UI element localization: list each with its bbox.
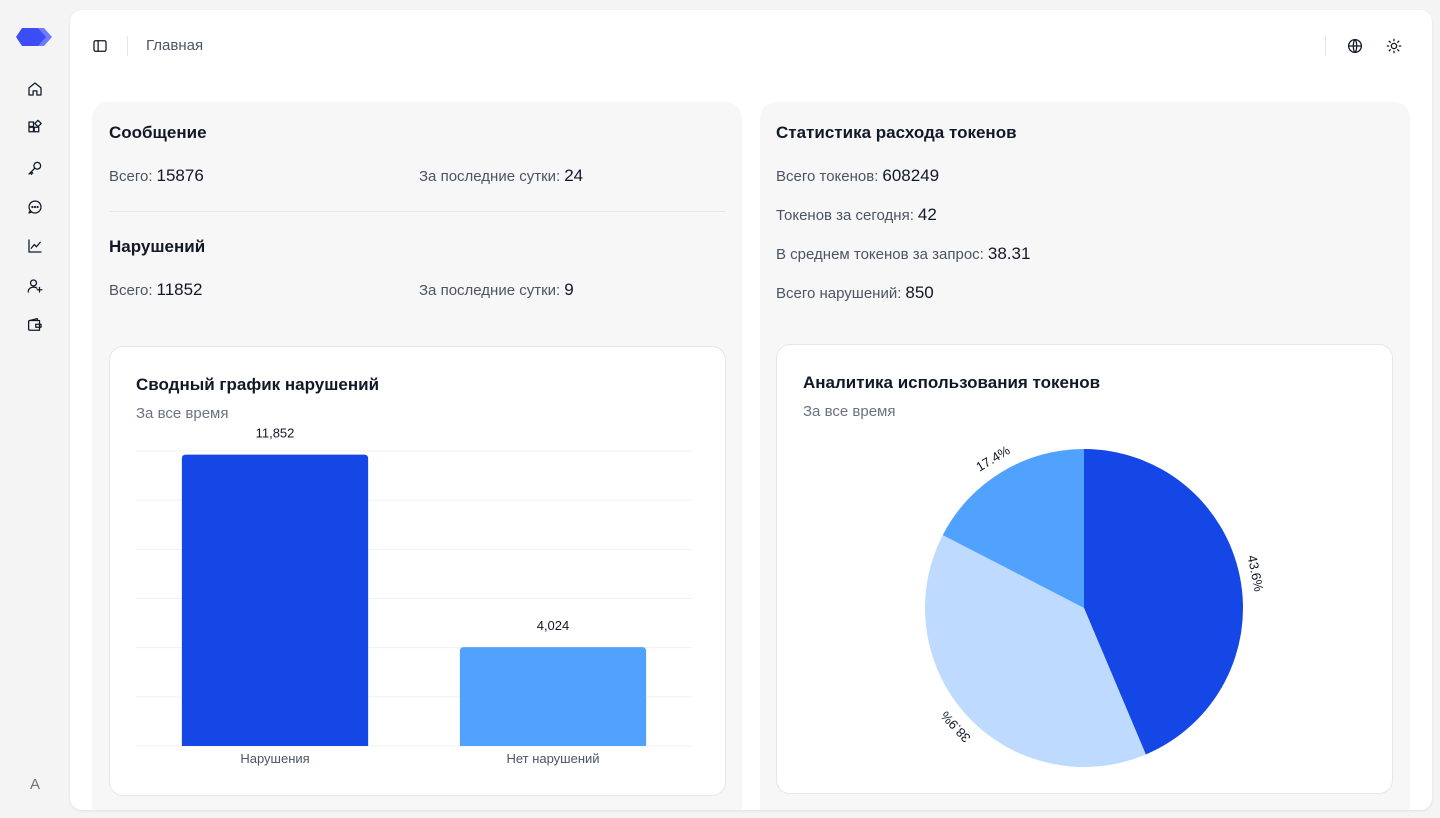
breadcrumb: Главная (146, 37, 204, 54)
sun-icon (1386, 38, 1402, 54)
logo-icon[interactable] (16, 26, 54, 48)
sidebar-item-wallet[interactable] (21, 311, 49, 339)
stat-value: 608249 (882, 166, 940, 185)
chart-title: Аналитика использования токенов (803, 373, 1101, 392)
data-label: 4,024 (537, 618, 570, 633)
language-button[interactable] (1341, 32, 1369, 60)
stat-label: В среднем токенов за запрос: (776, 246, 984, 263)
data-label: 11,852 (256, 426, 295, 441)
divider (109, 211, 725, 212)
bar-chart-card: Сводный график нарушений За все время 11… (109, 346, 726, 796)
tokens-row: В среднем токенов за запрос: 38.31 (776, 244, 1030, 264)
stat-value: 15876 (156, 166, 204, 185)
pie-slice (1084, 449, 1243, 755)
stat-label: Токенов за сегодня: (776, 207, 914, 224)
tick-label: Нарушения (240, 751, 309, 766)
sidebar-item-users[interactable] (21, 272, 49, 300)
sidebar-toggle-icon (93, 40, 107, 52)
stat-label: Всего: (109, 282, 153, 299)
stat-value: 24 (564, 166, 584, 185)
chart-title: Сводный график нарушений (136, 375, 380, 394)
chart-subtitle: За все время (803, 403, 896, 420)
stat-label: За последние сутки: (419, 282, 561, 299)
pie-chart: 43.6%38.9%17.4% (925, 442, 1267, 767)
header: Главная (70, 10, 1432, 82)
tokens-row: Всего нарушений: 850 (776, 283, 934, 303)
sidebar-item-keys[interactable] (21, 154, 49, 182)
divider (1325, 36, 1326, 56)
sidebar-item-apps[interactable] (21, 114, 49, 142)
stat-value: 9 (564, 280, 574, 299)
divider (127, 36, 128, 56)
messages-day: За последние сутки: 24 (419, 166, 583, 186)
key-icon (28, 161, 42, 176)
violations-title: Нарушений (109, 237, 206, 256)
home-icon (28, 82, 42, 96)
tokens-title: Статистика расхода токенов (776, 123, 1017, 142)
sidebar-toggle-button[interactable] (86, 32, 114, 60)
sidebar-item-home[interactable] (21, 75, 49, 103)
tick-label: Нет нарушений (506, 751, 599, 766)
globe-icon (1347, 38, 1363, 54)
stat-label: Всего нарушений: (776, 285, 902, 302)
stat-label: За последние сутки: (419, 168, 561, 185)
sidebar-item-analytics[interactable] (21, 232, 49, 260)
sidebar: A (0, 0, 70, 818)
stat-value: 38.31 (987, 244, 1031, 263)
stat-value: 42 (917, 205, 937, 224)
chart-line-icon (28, 239, 42, 253)
stat-label: Всего: (109, 168, 153, 185)
pie-slice (925, 535, 1146, 767)
pie-slice (942, 449, 1084, 608)
user-plus-icon (27, 279, 43, 293)
stat-label: Всего токенов: (776, 168, 879, 185)
bar-chart: 11,852 Нарушения 4,024 Нет нарушений (136, 426, 692, 766)
data-label: 43.6% (1245, 554, 1267, 594)
bar (459, 647, 647, 746)
sidebar-item-messages[interactable] (21, 193, 49, 221)
chart-subtitle: За все время (136, 405, 229, 422)
avatar[interactable]: A (29, 775, 40, 793)
wallet-icon (27, 317, 42, 331)
bar (181, 454, 369, 746)
chat-icon (28, 200, 42, 214)
pie-chart-card: Аналитика использования токенов За все в… (776, 344, 1393, 794)
tokens-row: Всего токенов: 608249 (776, 166, 939, 186)
messages-total: Всего: 15876 (109, 166, 204, 186)
theme-toggle-button[interactable] (1380, 32, 1408, 60)
stat-value: 850 (905, 283, 934, 302)
messages-stats-card: Сообщение Всего: 15876 За последние сутки… (92, 102, 742, 810)
tokens-row: Токенов за сегодня: 42 (776, 205, 937, 225)
widgets-icon (28, 119, 42, 133)
main-panel: Главная Сообщение Всего: 15876 За последн… (70, 10, 1432, 810)
tokens-stats-card: Статистика расхода токенов Всего токенов… (760, 102, 1410, 810)
stat-value: 11852 (156, 280, 203, 299)
violations-total: Всего: 11852 (109, 280, 203, 300)
messages-title: Сообщение (109, 123, 207, 142)
violations-day: За последние сутки: 9 (419, 280, 574, 300)
